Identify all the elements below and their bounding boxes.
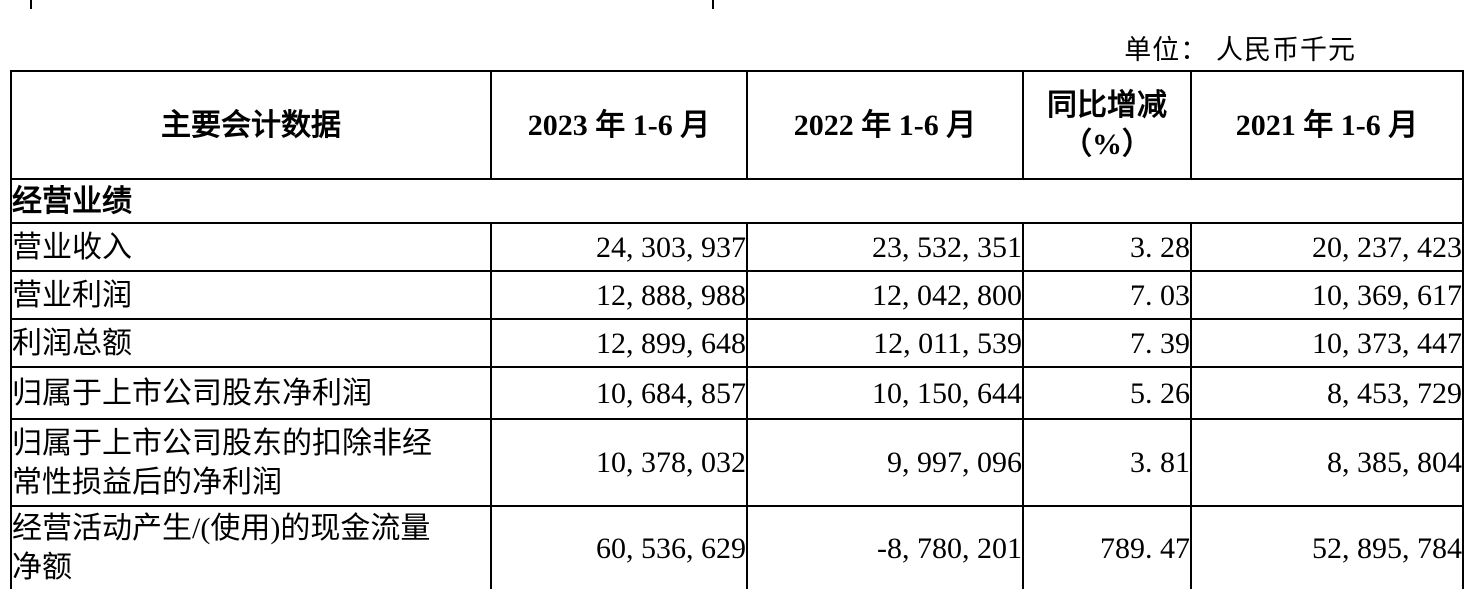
value-2022: -8, 780, 201 [746, 505, 1024, 589]
cropped-table-border-stub [30, 0, 32, 9]
col-header-2022: 2022 年 1-6 月 [746, 70, 1024, 180]
row-label: 归属于上市公司股东净利润 [10, 366, 492, 420]
value-2022: 10, 150, 644 [746, 366, 1024, 420]
row-label: 营业收入 [10, 222, 492, 272]
value-2023: 10, 684, 857 [490, 366, 748, 420]
value-yoy: 5. 26 [1022, 366, 1192, 420]
row-label: 经营活动产生/(使用)的现金流量 净额 [10, 505, 492, 589]
col-header-2021: 2021 年 1-6 月 [1190, 70, 1464, 180]
value-2023: 12, 888, 988 [490, 270, 748, 320]
value-yoy: 3. 28 [1022, 222, 1192, 272]
table-row-total-profit: 利润总额 12, 899, 648 12, 011, 539 7. 39 10,… [10, 318, 1464, 368]
value-2022: 12, 042, 800 [746, 270, 1024, 320]
row-label: 利润总额 [10, 318, 492, 368]
col-header-2023: 2023 年 1-6 月 [490, 70, 748, 180]
table-row-net-profit-to-shareholders: 归属于上市公司股东净利润 10, 684, 857 10, 150, 644 5… [10, 366, 1464, 420]
value-yoy: 789. 47 [1022, 505, 1192, 589]
value-2023: 10, 378, 032 [490, 418, 748, 507]
value-2021: 10, 369, 617 [1190, 270, 1464, 320]
value-2021: 52, 895, 784 [1190, 505, 1464, 589]
table-row-net-profit-excluding-nonrecurring: 归属于上市公司股东的扣除非经 常性损益后的净利润 10, 378, 032 9,… [10, 418, 1464, 507]
col-header-metric: 主要会计数据 [10, 70, 492, 180]
value-2022: 12, 011, 539 [746, 318, 1024, 368]
value-yoy: 7. 39 [1022, 318, 1192, 368]
value-2021: 8, 385, 804 [1190, 418, 1464, 507]
value-yoy: 7. 03 [1022, 270, 1192, 320]
value-2022: 9, 997, 096 [746, 418, 1024, 507]
row-label: 归属于上市公司股东的扣除非经 常性损益后的净利润 [10, 418, 492, 507]
table-row-operating-revenue: 营业收入 24, 303, 937 23, 532, 351 3. 28 20,… [10, 222, 1464, 272]
table-row-operating-profit: 营业利润 12, 888, 988 12, 042, 800 7. 03 10,… [10, 270, 1464, 320]
value-2021: 20, 237, 423 [1190, 222, 1464, 272]
unit-note: 单位： 人民币千元 [1124, 35, 1356, 65]
section-row-operating-results: 经营业绩 [10, 178, 1464, 224]
value-2021: 8, 453, 729 [1190, 366, 1464, 420]
table-row-net-cash-flow-operating: 经营活动产生/(使用)的现金流量 净额 60, 536, 629 -8, 780… [10, 505, 1464, 589]
value-2023: 24, 303, 937 [490, 222, 748, 272]
key-accounting-data-table: 主要会计数据 2023 年 1-6 月 2022 年 1-6 月 同比增减 （%… [10, 70, 1464, 589]
row-label: 营业利润 [10, 270, 492, 320]
cropped-table-border-stub [712, 0, 714, 9]
table-header-row: 主要会计数据 2023 年 1-6 月 2022 年 1-6 月 同比增减 （%… [10, 70, 1464, 180]
value-2022: 23, 532, 351 [746, 222, 1024, 272]
section-label: 经营业绩 [10, 178, 1464, 224]
value-yoy: 3. 81 [1022, 418, 1192, 507]
value-2023: 60, 536, 629 [490, 505, 748, 589]
value-2023: 12, 899, 648 [490, 318, 748, 368]
value-2021: 10, 373, 447 [1190, 318, 1464, 368]
col-header-yoy-change: 同比增减 （%） [1022, 70, 1192, 180]
